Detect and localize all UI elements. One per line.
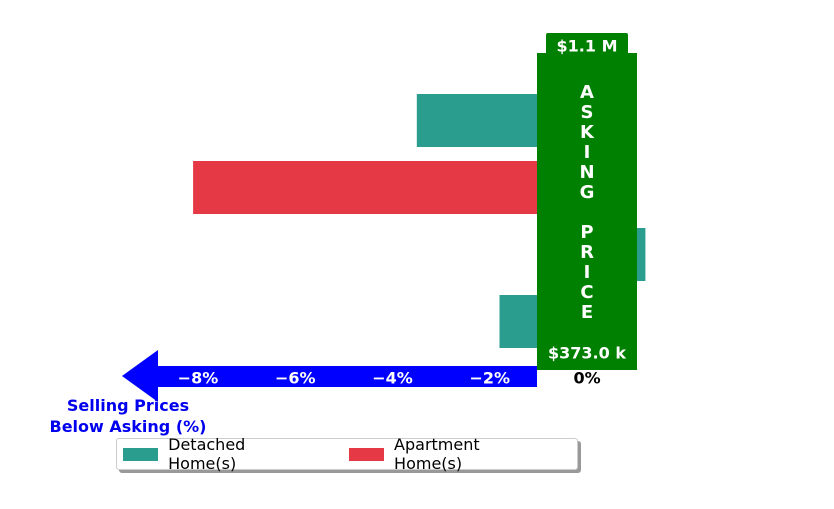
legend-swatch <box>123 447 159 461</box>
x-axis-label: Selling Prices Below Asking (%) <box>49 396 207 436</box>
x-tick-label: −8% <box>178 369 219 388</box>
axis-bar <box>155 366 537 387</box>
legend-label: Apartment Home(s) <box>394 435 480 473</box>
legend-item: Apartment Home(s) <box>348 435 549 473</box>
bottom-price-box <box>537 340 637 368</box>
bar <box>193 161 588 214</box>
x-tick-label: 0% <box>573 369 600 388</box>
legend: Detached Home(s) Apartment Home(s) <box>116 435 578 473</box>
x-tick-label: −6% <box>275 369 316 388</box>
legend-label: Detached Home(s) <box>168 435 246 473</box>
legend-swatch <box>348 447 385 461</box>
top-price-box <box>546 33 628 60</box>
axis-arrowhead <box>122 350 158 402</box>
asking-box <box>537 53 637 370</box>
top-price: $1.1 M <box>557 37 618 56</box>
legend-item: Detached Home(s) <box>123 435 315 473</box>
x-tick-label: −4% <box>372 369 413 388</box>
bottom-price: $373.0 k <box>548 344 626 363</box>
x-tick-label: −2% <box>469 369 510 388</box>
